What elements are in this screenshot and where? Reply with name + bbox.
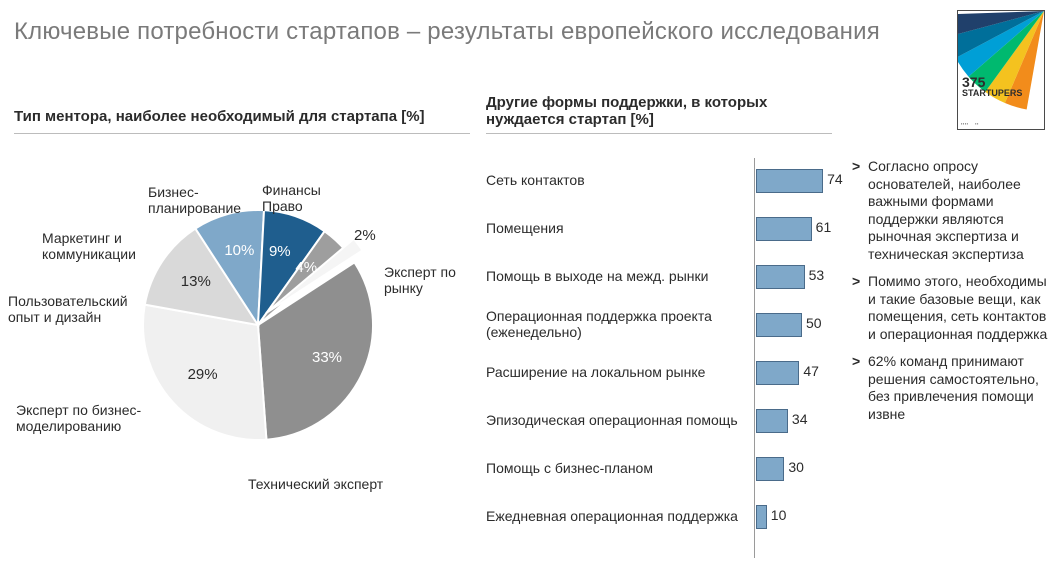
pie-slice-label: Эксперт по бизнес-моделированию bbox=[16, 402, 146, 434]
pie-heading: Тип ментора, наиболее необходимый для ст… bbox=[14, 108, 470, 125]
pie-slice-label: Маркетинг и коммуникации bbox=[42, 230, 162, 262]
bar-value-label: 30 bbox=[788, 459, 804, 475]
pie-slice-label: Технический эксперт bbox=[248, 476, 383, 492]
page-title: Ключевые потребности стартапов – результ… bbox=[14, 18, 880, 46]
brand-footer: ▪▪▪▪ ▪▪ bbox=[961, 121, 1041, 126]
bar-value-label: 10 bbox=[771, 507, 787, 523]
bar-category-label: Сеть контактов bbox=[486, 172, 754, 188]
bar-value-label: 74 bbox=[827, 171, 843, 187]
brand-number: 375 bbox=[962, 75, 1022, 89]
bar-rect bbox=[756, 313, 802, 337]
bar-row: Операционная поддержка проекта (еженедел… bbox=[486, 302, 836, 346]
bar-value-label: 34 bbox=[792, 411, 808, 427]
bar-category-label: Помощь с бизнес-планом bbox=[486, 460, 754, 476]
bar-row: Помощь в выходе на межд. рынки 53 bbox=[486, 254, 836, 298]
bar-category-label: Эпизодическая операционная помощь bbox=[486, 412, 754, 428]
bar-rect bbox=[756, 409, 788, 433]
bar-value-label: 53 bbox=[809, 267, 825, 283]
pie-slice-label: Эксперт по рынку bbox=[384, 264, 478, 296]
bars-divider bbox=[486, 133, 832, 134]
brand-word: STARTUPERS bbox=[962, 88, 1022, 98]
bars-heading: Другие формы поддержки, в которых нуждае… bbox=[486, 94, 832, 128]
bar-rect bbox=[756, 169, 823, 193]
bar-category-label: Расширение на локальном рынке bbox=[486, 364, 754, 380]
pie-chart: 33% Эксперт по рынку 29% Технический экспер… bbox=[8, 160, 478, 560]
bar-category-label: Операционная поддержка проекта (еженедел… bbox=[486, 308, 754, 340]
bar-row: Сеть контактов74 bbox=[486, 158, 836, 202]
bar-rect bbox=[756, 505, 767, 529]
pie-slice-pct: 29% bbox=[188, 366, 218, 383]
bar-category-label: Помощь в выходе на межд. рынки bbox=[486, 268, 754, 284]
pie-slice-label: Бизнес-планирование bbox=[148, 184, 268, 216]
bullet-item: Согласно опросу основателей, наиболее ва… bbox=[852, 158, 1050, 263]
bullet-item: 62% команд принимают решения самостоятел… bbox=[852, 353, 1050, 423]
bullet-item: Помимо этого, необходимы и такие базовые… bbox=[852, 273, 1050, 343]
bar-category-label: Ежедневная операционная поддержка bbox=[486, 508, 754, 524]
bar-chart: Сеть контактов74 Помещения 61 Помощь в выхо… bbox=[486, 158, 836, 558]
pie-slice-pct: 4% bbox=[295, 259, 317, 276]
brand-logo-box: 375 STARTUPERS ▪▪▪▪ ▪▪ bbox=[957, 10, 1045, 130]
bar-value-label: 61 bbox=[816, 219, 832, 235]
pie-divider bbox=[14, 133, 470, 134]
bar-row: Помещения 61 bbox=[486, 206, 836, 250]
bar-row: Помощь с бизнес-планом 30 bbox=[486, 446, 836, 490]
key-takeaways: Согласно опросу основателей, наиболее ва… bbox=[852, 158, 1050, 433]
bar-rect bbox=[756, 217, 812, 241]
bar-rect bbox=[756, 457, 784, 481]
pie-slice-label: ФинансыПраво bbox=[262, 182, 342, 214]
pie-slice-label: Пользовательский опыт и дизайн bbox=[8, 293, 148, 325]
pie-slice-pct: 13% bbox=[181, 273, 211, 290]
bar-row: Эпизодическая операционная помощь 34 bbox=[486, 398, 836, 442]
brand-label: 375 STARTUPERS bbox=[962, 75, 1022, 98]
bar-rect bbox=[756, 265, 805, 289]
brand-wedges-icon bbox=[958, 11, 1044, 129]
pie-svg bbox=[138, 205, 378, 445]
bar-value-label: 50 bbox=[806, 315, 822, 331]
bar-row: Ежедневная операционная поддержка 10 bbox=[486, 494, 836, 538]
pie-slice-pct: 9% bbox=[269, 243, 291, 260]
bar-row: Расширение на локальном рынке 47 bbox=[486, 350, 836, 394]
bar-value-label: 47 bbox=[803, 363, 819, 379]
pie-slice-pct: 2% bbox=[354, 227, 376, 244]
pie-slice-pct: 33% bbox=[312, 349, 342, 366]
bar-rect bbox=[756, 361, 799, 385]
pie-slice-pct: 10% bbox=[224, 242, 254, 259]
bar-category-label: Помещения bbox=[486, 220, 754, 236]
